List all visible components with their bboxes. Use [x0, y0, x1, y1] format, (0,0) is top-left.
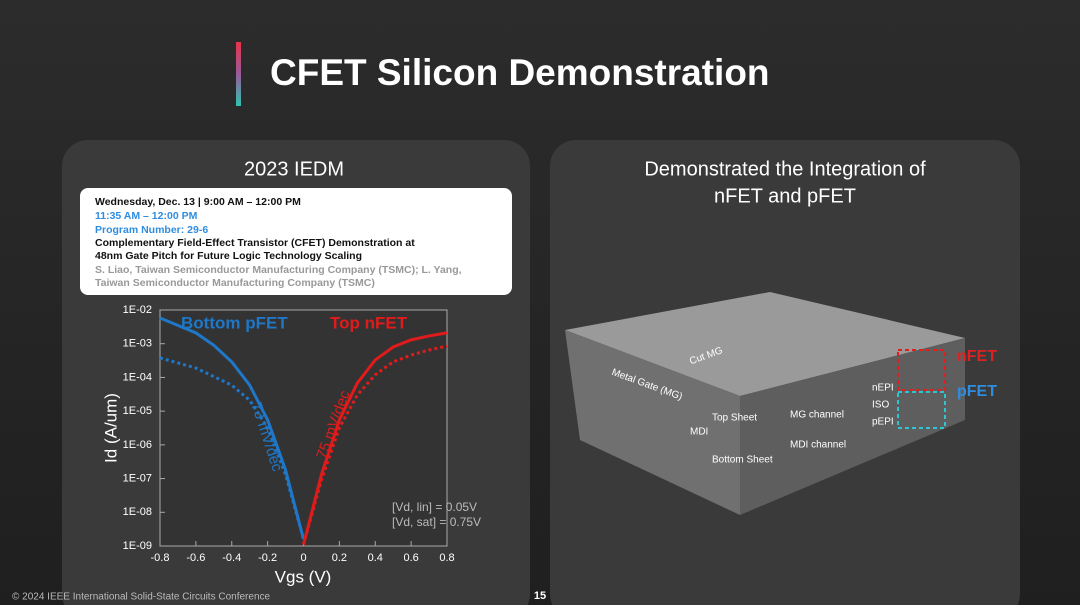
annotation: [Vd, sat] = 0.75V — [392, 515, 481, 529]
y-tick-label: 1E-08 — [123, 506, 152, 518]
annotation: [Vd, lin] = 0.05V — [392, 500, 477, 514]
y-tick-label: 1E-03 — [123, 338, 152, 350]
legend-label: Top nFET — [330, 313, 408, 332]
pfet-label: pFET — [957, 383, 997, 400]
panel-title: nFET and pFET — [714, 185, 856, 207]
device-label: pEPI — [872, 417, 894, 428]
x-tick-label: 0.2 — [332, 552, 347, 564]
legend-label: Bottom pFET — [181, 313, 288, 332]
panel-title: Demonstrated the Integration of — [644, 158, 926, 180]
card-time: 11:35 AM – 12:00 PM — [95, 210, 198, 222]
y-axis-label: Id (A/um) — [101, 393, 120, 463]
device-label: ISO — [872, 400, 889, 411]
card-program: Program Number: 29-6 — [95, 224, 208, 236]
y-tick-label: 1E-07 — [123, 472, 152, 484]
x-tick-label: 0 — [300, 552, 306, 564]
series-line — [302, 331, 448, 545]
x-tick-label: 0.6 — [403, 552, 418, 564]
x-tick-label: -0.2 — [258, 552, 277, 564]
card-title: 48nm Gate Pitch for Future Logic Technol… — [95, 250, 362, 262]
accent-bar — [236, 42, 241, 106]
device-label: Top Sheet — [712, 413, 757, 424]
slide-title: CFET Silicon Demonstration — [270, 52, 770, 93]
pfet-box — [897, 391, 946, 429]
series-line — [159, 356, 305, 540]
x-tick-label: -0.4 — [222, 552, 241, 564]
nfet-box — [897, 349, 946, 391]
y-tick-label: 1E-05 — [123, 405, 152, 417]
page-number: 15 — [534, 590, 546, 602]
panel-heading: 2023 IEDM — [244, 158, 344, 180]
x-tick-label: 0.8 — [439, 552, 454, 564]
top-face — [565, 292, 965, 396]
card-date: Wednesday, Dec. 13 | 9:00 AM – 12:00 PM — [95, 196, 301, 208]
y-tick-label: 1E-02 — [123, 304, 152, 316]
card-title: Complementary Field-Effect Transistor (C… — [95, 237, 415, 249]
x-tick-label: -0.6 — [186, 552, 205, 564]
card-authors: S. Liao, Taiwan Semiconductor Manufactur… — [95, 264, 462, 276]
y-tick-label: 1E-09 — [123, 540, 152, 552]
device-label: MG channel — [790, 410, 844, 421]
device-label: MDI channel — [790, 440, 846, 451]
device-label: nEPI — [872, 383, 894, 394]
x-tick-label: -0.8 — [151, 552, 170, 564]
right-face — [740, 338, 965, 515]
device-label: Bottom Sheet — [712, 455, 773, 466]
nfet-label: nFET — [957, 348, 997, 365]
paper-card — [80, 188, 512, 295]
x-axis-label: Vgs (V) — [275, 567, 332, 586]
plot-area — [159, 309, 448, 547]
series-line — [159, 316, 305, 540]
series-line — [302, 344, 448, 546]
device-3d — [565, 292, 965, 515]
footer: © 2024 IEEE International Solid-State Ci… — [12, 592, 271, 603]
y-tick-label: 1E-06 — [123, 439, 152, 451]
x-tick-label: 0.4 — [368, 552, 383, 564]
card-authors: Taiwan Semiconductor Manufacturing Compa… — [95, 277, 375, 289]
y-tick-label: 1E-04 — [123, 371, 152, 383]
left-face — [565, 330, 740, 515]
device-label: MDI — [690, 427, 708, 438]
